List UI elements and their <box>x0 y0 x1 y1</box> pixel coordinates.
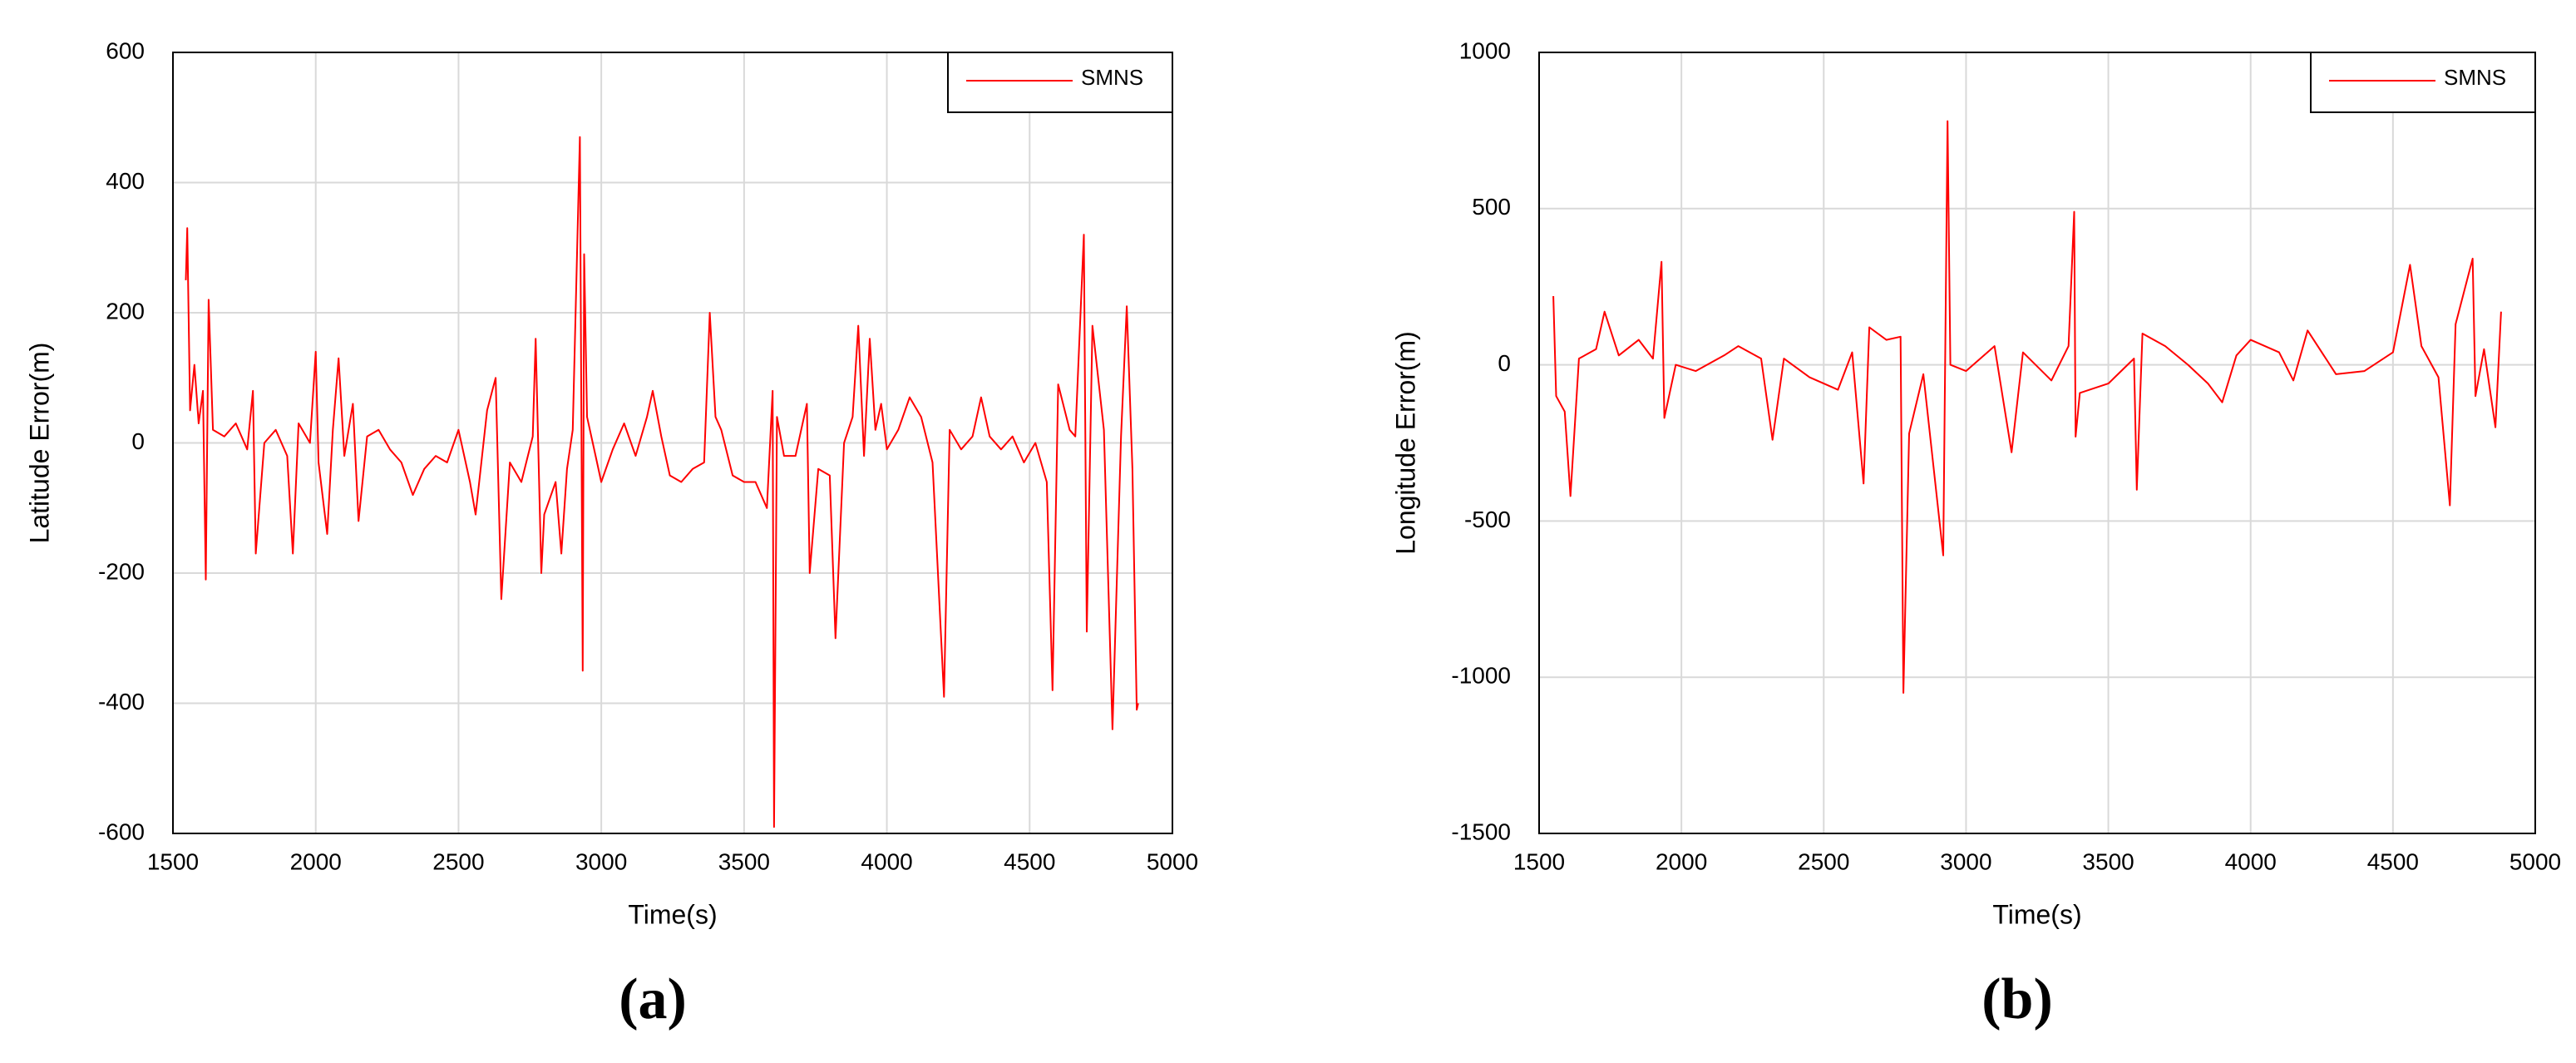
x-tick-label: 4500 <box>2367 848 2419 874</box>
x-tick-label: 4000 <box>2225 848 2277 874</box>
y-tick-label: 1000 <box>1459 37 1511 63</box>
y-tick-label: -600 <box>98 818 145 844</box>
y-tick-label: -200 <box>98 558 145 584</box>
plot-frame <box>1538 52 2536 834</box>
y-axis-title: Longitude Error(m) <box>1390 331 1420 555</box>
x-tick-label: 1500 <box>1513 848 1565 874</box>
x-tick-label: 4000 <box>861 848 912 874</box>
y-tick-label: -1500 <box>1451 818 1511 844</box>
x-tick-label: 2500 <box>432 848 484 874</box>
x-tick-label: 3500 <box>2082 848 2134 874</box>
x-tick-label: 2000 <box>290 848 342 874</box>
x-tick-label: 5000 <box>2509 848 2561 874</box>
y-tick-label: 0 <box>1498 350 1511 376</box>
x-tick-label: 2500 <box>1798 848 1849 874</box>
x-tick-label: 3000 <box>575 848 627 874</box>
x-tick-label: 5000 <box>1147 848 1198 874</box>
x-axis-title: Time(s) <box>1992 899 2081 929</box>
y-tick-label: 400 <box>106 168 145 194</box>
legend-label: SMNS <box>2444 65 2506 90</box>
legend-box <box>947 52 1173 113</box>
x-tick-label: 3500 <box>718 848 770 874</box>
line-series <box>1552 120 2502 694</box>
y-axis-title: Latitude Error(m) <box>24 343 54 544</box>
y-tick-label: 600 <box>106 37 145 63</box>
plot-frame <box>172 52 1173 834</box>
x-axis-title: Time(s) <box>628 899 717 929</box>
y-tick-label: 500 <box>1472 194 1511 220</box>
y-tick-label: -1000 <box>1451 663 1511 689</box>
x-tick-label: 3000 <box>1940 848 1991 874</box>
panel-label: (a) <box>619 967 687 1031</box>
line-series <box>185 136 1139 828</box>
y-tick-label: 200 <box>106 298 145 324</box>
y-tick-label: 0 <box>131 428 145 454</box>
legend-label: SMNS <box>1081 65 1143 90</box>
x-tick-label: 1500 <box>147 848 199 874</box>
y-tick-label: -400 <box>98 689 145 714</box>
x-tick-label: 4500 <box>1004 848 1055 874</box>
y-tick-label: -500 <box>1464 507 1511 532</box>
x-tick-label: 2000 <box>1656 848 1707 874</box>
panel-label: (b) <box>1981 967 2053 1031</box>
legend-box <box>2310 52 2536 113</box>
